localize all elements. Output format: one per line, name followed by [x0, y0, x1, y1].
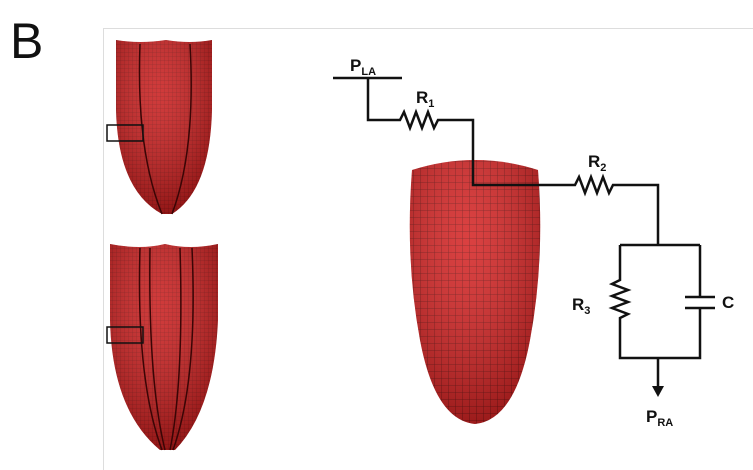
label-c: C [722, 293, 734, 312]
label-r1: R1 [416, 88, 434, 110]
panel-label: B [10, 13, 43, 69]
mesh-top [116, 40, 212, 214]
ventricle-mesh [410, 160, 540, 424]
figure-panel: B PLA R1 R2 R3 C PRA [0, 0, 753, 470]
label-p-ra: PRA [646, 407, 673, 429]
label-r2: R2 [588, 152, 606, 174]
label-p-la: PLA [350, 56, 376, 78]
label-r3: R3 [572, 295, 590, 317]
mesh-bottom [110, 244, 218, 450]
